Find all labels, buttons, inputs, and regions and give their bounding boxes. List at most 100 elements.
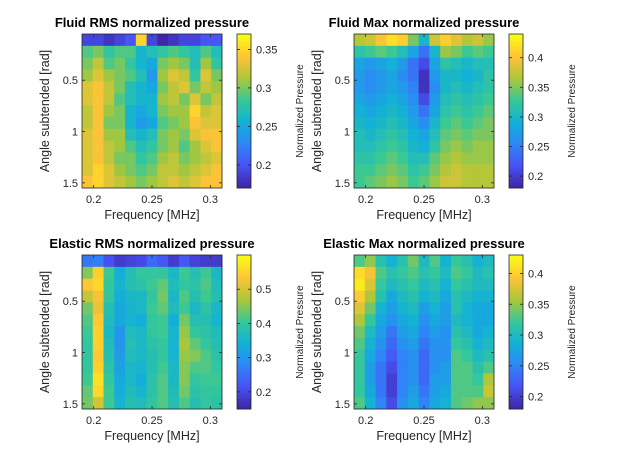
heatmap-cell	[418, 57, 430, 70]
colorbar-label: Normalized Pressure	[295, 64, 306, 158]
heatmap-cell	[386, 140, 398, 153]
colorbar-segment	[237, 329, 251, 333]
heatmap-cell	[364, 116, 376, 130]
colorbar-segment	[509, 64, 523, 68]
heatmap-cell	[483, 128, 495, 142]
heatmap-cell	[157, 164, 169, 177]
heatmap-cell	[189, 255, 201, 268]
colorbar-segment	[237, 82, 251, 86]
heatmap-cell	[354, 57, 366, 70]
colorbar-segment	[237, 180, 251, 184]
heatmap-cell	[146, 164, 158, 177]
heatmap-cell	[146, 116, 158, 130]
heatmap-cell	[92, 278, 104, 291]
colorbar-segment	[509, 44, 523, 48]
heatmap-cell	[354, 266, 366, 280]
heatmap-cell	[375, 45, 387, 59]
heatmap-cell	[114, 302, 126, 315]
heatmap-cell	[472, 140, 484, 153]
heatmap-cell	[200, 373, 212, 386]
heatmap-cell	[200, 45, 212, 59]
colorbar-segment	[509, 347, 523, 351]
heatmap-cell	[157, 373, 169, 386]
heatmap-cell	[135, 337, 148, 351]
fluid-rms-chart: Fluid RMS normalized pressure 0.2 0.25 0.3…	[38, 15, 306, 222]
heatmap-cell	[189, 278, 201, 291]
heatmap-cell	[82, 105, 94, 118]
colorbar-segment	[509, 303, 523, 307]
x-axis-label: Frequency [MHz]	[376, 429, 471, 443]
colorbar-segment	[237, 172, 251, 176]
heatmap-cell	[375, 176, 387, 189]
heatmap-cell	[157, 266, 169, 280]
heatmap-cell	[375, 140, 387, 153]
colorbar-segment	[237, 62, 251, 66]
colorbar-segment	[237, 75, 251, 79]
heatmap-cell	[114, 361, 126, 374]
heatmap-cell	[450, 314, 463, 327]
heatmap-cell	[440, 337, 452, 351]
colorbar-segment	[509, 301, 523, 305]
heatmap-cell	[178, 34, 191, 47]
x-tick-label: 0.25	[413, 415, 434, 427]
y-tick-label: 1	[72, 127, 78, 139]
colorbar-segment	[237, 352, 251, 356]
colorbar-segment	[509, 296, 523, 300]
colorbar-segment	[509, 278, 523, 282]
heatmap-cell	[450, 140, 463, 153]
chart-title: Elastic Max normalized pressure	[323, 236, 525, 251]
colorbar-segment	[509, 149, 523, 153]
colorbar-segment	[237, 72, 251, 76]
heatmap-cell	[125, 349, 137, 363]
heatmap-cell	[397, 81, 409, 94]
colorbar-segment	[237, 85, 251, 89]
heatmap-cell	[472, 337, 484, 351]
heatmap-cell	[125, 140, 137, 153]
heatmap-cell	[200, 69, 212, 82]
heatmap-cell	[92, 116, 104, 130]
heatmap-cell	[461, 93, 473, 106]
heatmap-cell	[407, 152, 420, 165]
colorbar-segment	[237, 126, 251, 130]
heatmap-cell	[418, 397, 430, 410]
heatmap-cell	[472, 69, 484, 82]
heatmap-cell	[461, 140, 473, 153]
colorbar-segment	[509, 337, 523, 341]
colorbar-segment	[237, 118, 251, 122]
heatmap-cell	[200, 34, 212, 47]
heatmap-cell	[146, 361, 158, 374]
colorbar-segment	[509, 185, 523, 189]
colorbar-segment	[237, 265, 251, 269]
colorbar-segment	[509, 285, 523, 289]
heatmap-cell	[92, 373, 104, 386]
colorbar-segment	[509, 393, 523, 397]
colorbar-segment	[237, 121, 251, 125]
heatmap-cell	[429, 140, 441, 153]
colorbar-segment	[237, 51, 251, 55]
heatmap-cell	[483, 105, 495, 118]
colorbar-segment	[237, 144, 251, 148]
colorbar-segment	[509, 314, 523, 317]
heatmap-cell	[418, 314, 430, 327]
colorbar-segment	[509, 349, 523, 353]
heatmap-cell	[135, 116, 148, 130]
heatmap-cell	[82, 385, 94, 398]
heatmap-cell	[82, 349, 94, 363]
heatmap-cell	[461, 69, 473, 82]
heatmap-cell	[397, 93, 409, 106]
heatmap-cell	[103, 34, 115, 47]
heatmap-cell	[82, 337, 94, 351]
heatmap-cell	[178, 93, 191, 106]
colorbar-segment	[237, 367, 251, 371]
colorbar-segment	[237, 349, 251, 353]
heatmap-cell	[397, 326, 409, 339]
colorbar-segment	[509, 378, 523, 382]
heatmap-cell	[483, 34, 495, 47]
colorbar-segment	[509, 157, 523, 161]
heatmap-cell	[114, 57, 126, 70]
heatmap-cell	[82, 176, 94, 189]
colorbar-segment	[237, 260, 251, 264]
heatmap-cell	[189, 164, 201, 177]
colorbar-tick-label: 0.2	[528, 171, 543, 183]
heatmap-cell	[168, 385, 180, 398]
